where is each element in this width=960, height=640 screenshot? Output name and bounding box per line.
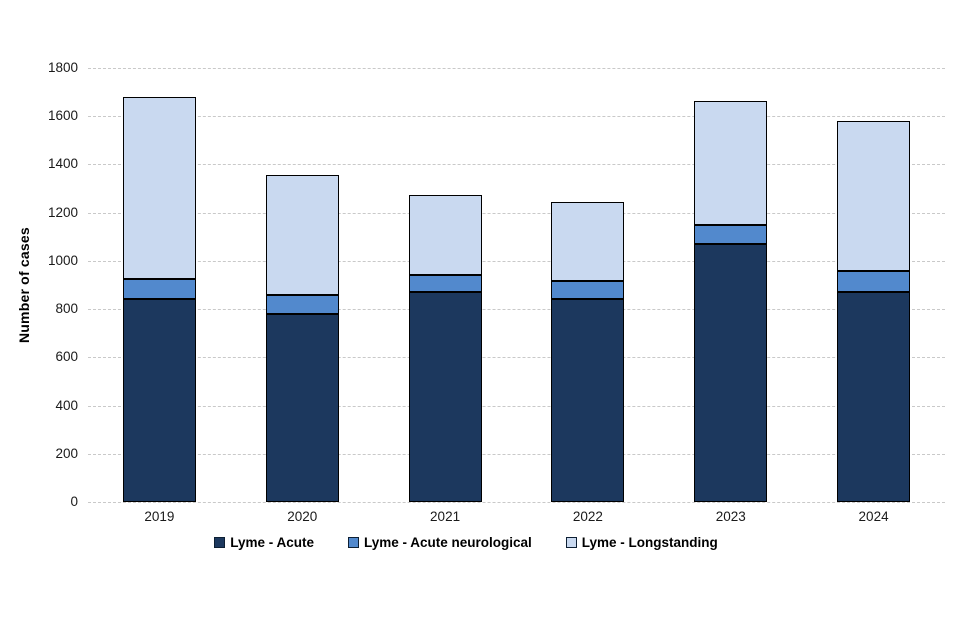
- y-tick-label-600: 600: [55, 349, 78, 365]
- bar-2022: [551, 201, 625, 502]
- bar-segment-2020-lyme-longstanding: [265, 175, 339, 295]
- legend: Lyme - Acute Lyme - Acute neurological Lym…: [0, 535, 932, 550]
- gridline-200: [88, 453, 945, 455]
- bar-segment-2023-lyme-longstanding: [694, 100, 768, 225]
- x-tick-label-2020: 2020: [287, 509, 318, 524]
- legend-label-lyme-acute-neurological: Lyme - Acute neurological: [364, 535, 532, 550]
- bar-2019: [122, 96, 196, 502]
- bar-segment-2022-lyme-acute-neurological: [551, 281, 625, 300]
- y-tick-label-1000: 1000: [47, 252, 78, 268]
- legend-item-lyme-acute: Lyme - Acute: [214, 535, 314, 550]
- legend-item-lyme-acute-neurological: Lyme - Acute neurological: [348, 535, 532, 550]
- bar-2024: [837, 121, 911, 502]
- gridline-400: [88, 405, 945, 407]
- bar-2021: [408, 194, 482, 502]
- gridline-600: [88, 357, 945, 359]
- gridline-1800: [88, 68, 945, 69]
- plot-area: [88, 68, 945, 503]
- bar-segment-2021-lyme-longstanding: [408, 194, 482, 276]
- legend-item-lyme-longstanding: Lyme - Longstanding: [565, 535, 718, 550]
- y-tick-label-1400: 1400: [47, 156, 78, 172]
- gridline-1200: [88, 212, 945, 214]
- y-axis-title: Number of cases: [16, 227, 32, 343]
- legend-swatch-icon-lyme-acute-neurological: [348, 537, 359, 548]
- y-tick-label-1800: 1800: [47, 60, 78, 75]
- x-tick-label-2019: 2019: [144, 509, 175, 524]
- bar-segment-2020-lyme-acute: [265, 313, 339, 502]
- bar-segment-2023-lyme-acute-neurological: [694, 224, 768, 245]
- y-tick-label-0: 0: [70, 494, 78, 509]
- bar-segment-2022-lyme-longstanding: [551, 201, 625, 282]
- x-tick-label-2024: 2024: [858, 509, 889, 524]
- legend-swatch-icon-lyme-acute: [214, 537, 226, 548]
- x-tick-label-2023: 2023: [715, 509, 746, 524]
- bar-segment-2019-lyme-acute: [122, 299, 196, 502]
- bar-segment-2019-lyme-longstanding: [122, 96, 196, 279]
- bar-segment-2021-lyme-acute: [408, 292, 482, 502]
- gridline-1000: [88, 260, 945, 262]
- bar-2023: [694, 100, 768, 502]
- bar-segment-2019-lyme-acute-neurological: [122, 278, 196, 300]
- bar-segment-2022-lyme-acute: [551, 299, 625, 502]
- x-tick-label-2021: 2021: [430, 509, 461, 524]
- x-tick-label-2022: 2022: [572, 509, 603, 524]
- gridline-1600: [88, 116, 945, 118]
- bar-segment-2021-lyme-acute-neurological: [408, 275, 482, 293]
- y-tick-label-800: 800: [55, 301, 78, 317]
- y-tick-label-200: 200: [55, 445, 78, 461]
- bar-2020: [265, 175, 339, 502]
- bar-segment-2024-lyme-longstanding: [837, 121, 911, 271]
- bar-segment-2024-lyme-acute-neurological: [837, 270, 911, 293]
- bar-segment-2023-lyme-acute: [694, 244, 768, 502]
- legend-label-lyme-longstanding: Lyme - Longstanding: [581, 535, 718, 550]
- y-tick-label-400: 400: [55, 397, 78, 413]
- legend-swatch-icon-lyme-longstanding: [565, 537, 577, 548]
- legend-label-lyme-acute: Lyme - Acute: [230, 535, 314, 550]
- y-tick-label-1200: 1200: [47, 204, 78, 220]
- bar-segment-2020-lyme-acute-neurological: [265, 294, 339, 314]
- bar-segment-2024-lyme-acute: [837, 292, 911, 502]
- gridline-0: [88, 502, 945, 503]
- gridline-800: [88, 309, 945, 311]
- gridline-1400: [88, 164, 945, 166]
- y-tick-label-1600: 1600: [47, 108, 78, 124]
